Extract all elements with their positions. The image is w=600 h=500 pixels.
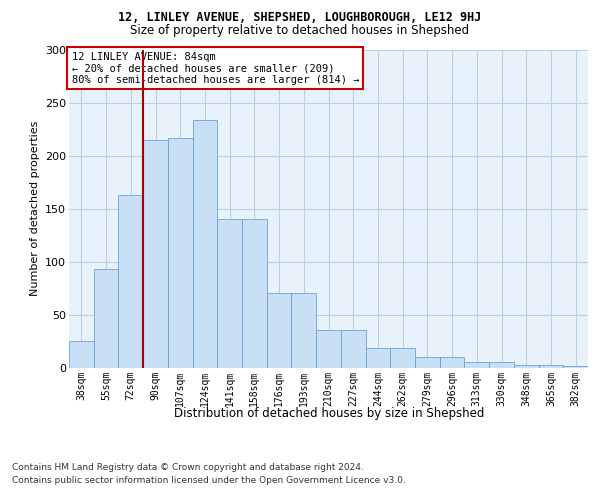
Text: Contains HM Land Registry data © Crown copyright and database right 2024.: Contains HM Land Registry data © Crown c… bbox=[12, 462, 364, 471]
Bar bbox=[143, 140, 168, 368]
Text: Contains public sector information licensed under the Open Government Licence v3: Contains public sector information licen… bbox=[12, 476, 406, 485]
Bar bbox=[242, 220, 267, 368]
Bar bbox=[292, 294, 316, 368]
Bar bbox=[168, 138, 193, 368]
Bar bbox=[69, 341, 94, 367]
Bar bbox=[514, 366, 539, 368]
Text: Size of property relative to detached houses in Shepshed: Size of property relative to detached ho… bbox=[130, 24, 470, 37]
Bar bbox=[341, 330, 365, 368]
Bar bbox=[563, 366, 588, 368]
Bar bbox=[118, 195, 143, 368]
Text: Distribution of detached houses by size in Shepshed: Distribution of detached houses by size … bbox=[173, 408, 484, 420]
Bar bbox=[267, 294, 292, 368]
Text: 12, LINLEY AVENUE, SHEPSHED, LOUGHBOROUGH, LE12 9HJ: 12, LINLEY AVENUE, SHEPSHED, LOUGHBOROUG… bbox=[118, 11, 482, 24]
Bar bbox=[217, 220, 242, 368]
Bar bbox=[316, 330, 341, 368]
Bar bbox=[440, 357, 464, 368]
Bar bbox=[390, 348, 415, 368]
Text: 12 LINLEY AVENUE: 84sqm
← 20% of detached houses are smaller (209)
80% of semi-d: 12 LINLEY AVENUE: 84sqm ← 20% of detache… bbox=[71, 52, 359, 85]
Bar bbox=[464, 362, 489, 368]
Bar bbox=[539, 366, 563, 368]
Bar bbox=[415, 357, 440, 368]
Bar bbox=[193, 120, 217, 368]
Y-axis label: Number of detached properties: Number of detached properties bbox=[29, 121, 40, 296]
Bar bbox=[94, 269, 118, 368]
Bar bbox=[365, 348, 390, 368]
Bar bbox=[489, 362, 514, 368]
